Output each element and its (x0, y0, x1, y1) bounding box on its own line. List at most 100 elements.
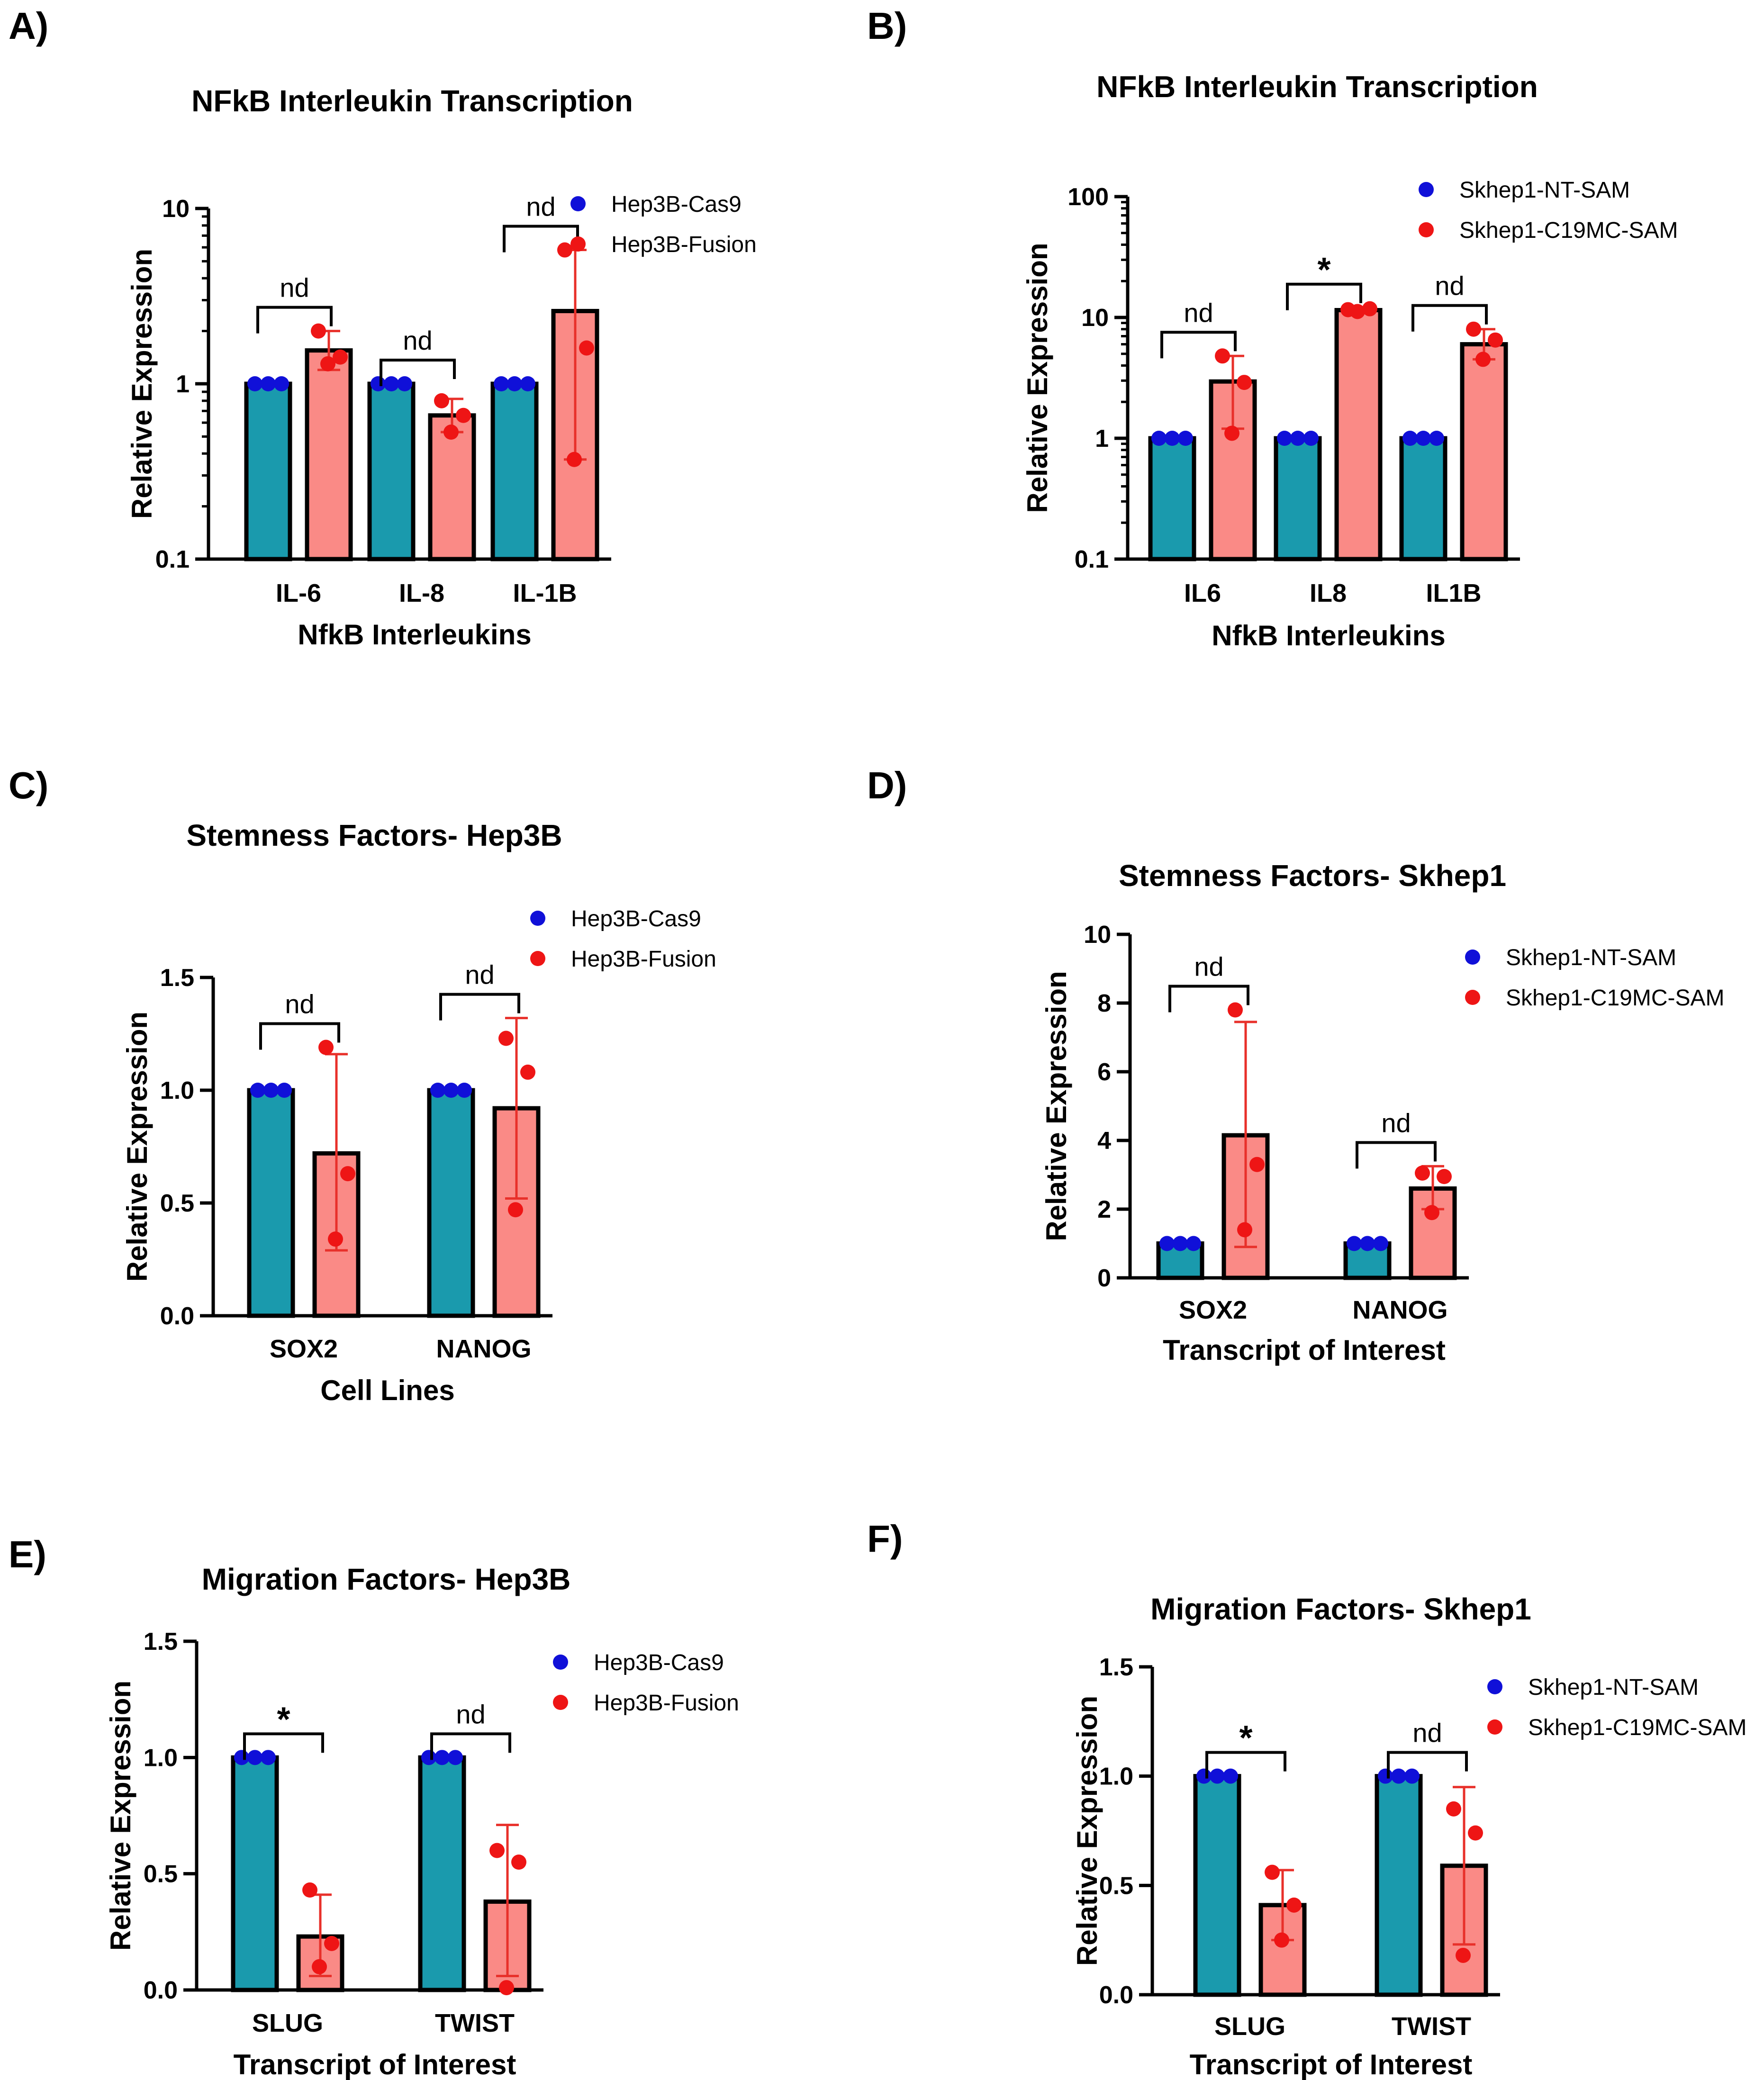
data-point (340, 1166, 355, 1182)
legend-marker (530, 911, 545, 926)
bar-control (490, 381, 539, 561)
bar-control (1399, 436, 1447, 561)
y-tick-label: 8 (1097, 990, 1111, 1017)
data-point (1303, 431, 1319, 446)
data-point (507, 376, 522, 391)
data-point (557, 242, 572, 258)
x-axis-label: NfkB Interleukins (1212, 620, 1445, 651)
significance-label: * (1317, 251, 1330, 289)
significance-bracket (430, 1732, 511, 1760)
bar-treatment (1460, 342, 1508, 561)
data-point (430, 1083, 445, 1098)
legend-label: Hep3B-Fusion (611, 232, 757, 257)
x-category-label: SOX2 (1179, 1296, 1247, 1324)
bar-control (247, 1088, 295, 1318)
legend-label: Hep3B-Cas9 (571, 906, 701, 931)
data-point (434, 393, 449, 408)
data-point (1224, 425, 1239, 441)
significance-label: * (277, 1700, 290, 1738)
data-point (1228, 1002, 1243, 1018)
significance-label: nd (280, 273, 309, 303)
data-point (247, 1750, 262, 1765)
y-tick-label: 1.5 (144, 1628, 178, 1655)
significance-label: nd (1412, 1718, 1442, 1748)
data-point (234, 1750, 249, 1765)
data-point (520, 376, 535, 391)
data-point (371, 376, 386, 391)
data-point (1277, 431, 1292, 446)
x-category-label: IL1B (1426, 579, 1481, 607)
data-point (261, 1750, 276, 1765)
data-point (320, 356, 335, 371)
legend-label: Hep3B-Fusion (594, 1691, 739, 1716)
y-axis-label: Relative Expression (1071, 1696, 1103, 1966)
data-point (1173, 1236, 1188, 1251)
x-category-label: IL-1B (513, 579, 577, 607)
legend-marker (1465, 950, 1480, 965)
data-point (277, 1083, 292, 1098)
y-tick-label: 10 (162, 195, 190, 223)
panel-letter: A) (9, 5, 48, 47)
legend-label: Hep3B-Cas9 (594, 1650, 724, 1675)
bar-control (1274, 436, 1322, 561)
data-point (499, 1980, 514, 1996)
data-point (263, 1083, 279, 1098)
x-category-label: SOX2 (270, 1335, 338, 1363)
bar-control (244, 381, 292, 561)
y-tick-label: 2 (1097, 1196, 1111, 1223)
y-tick-label: 0.0 (160, 1302, 194, 1330)
y-axis-label: Relative Expression (1040, 971, 1072, 1241)
data-point (1429, 431, 1444, 446)
x-category-label: IL6 (1184, 579, 1221, 607)
data-point (1210, 1768, 1225, 1784)
legend-marker (1419, 182, 1434, 197)
y-tick-label: 4 (1097, 1127, 1111, 1155)
significance-bracket (243, 1732, 324, 1760)
data-point (567, 452, 582, 467)
chart-panel-5: E) Migration Factors- Hep3B 0.0 0.5 1.0 1.5 Re… (9, 1533, 739, 2080)
bar-control (1148, 436, 1196, 561)
significance-bracket (1168, 985, 1249, 1013)
data-point (1165, 431, 1180, 446)
data-point (1249, 1157, 1265, 1172)
significance-label: nd (1381, 1108, 1411, 1138)
data-point (1404, 1768, 1420, 1784)
legend-marker (1465, 990, 1480, 1005)
y-tick-label: 0.5 (1099, 1872, 1133, 1899)
significance-bracket (503, 225, 579, 253)
data-point (1391, 1768, 1406, 1784)
data-point (311, 323, 326, 339)
data-point (261, 376, 276, 391)
data-point (1215, 348, 1230, 364)
data-point (434, 1750, 450, 1765)
significance-label: nd (1194, 952, 1223, 982)
data-point (302, 1882, 317, 1898)
y-tick-label: 0 (1097, 1265, 1111, 1292)
chart-title: NFkB Interleukin Transcription (1096, 70, 1538, 104)
panel-letter: B) (867, 5, 907, 47)
chart-title: Stemness Factors- Skhep1 (1119, 859, 1506, 893)
significance-label: nd (526, 192, 555, 222)
data-point (328, 1231, 343, 1247)
significance-label: nd (465, 960, 494, 990)
significance-label: nd (1435, 271, 1464, 301)
y-tick-label: 100 (1067, 183, 1109, 211)
significance-label: nd (285, 989, 314, 1019)
y-tick-label: 1 (176, 371, 190, 398)
legend-label: Skhep1-NT-SAM (1459, 178, 1630, 203)
x-axis-label: Transcript of Interest (1163, 1334, 1446, 1366)
y-tick-label: 10 (1081, 304, 1109, 332)
significance-bracket (1411, 304, 1488, 332)
y-tick-label: 1.0 (160, 1077, 194, 1104)
significance-label: nd (403, 326, 432, 355)
panel-letter: D) (867, 764, 907, 806)
data-point (1178, 431, 1193, 446)
data-point (318, 1040, 334, 1055)
significance-bracket (1286, 282, 1362, 310)
data-point (1274, 1932, 1289, 1948)
data-point (421, 1750, 436, 1765)
legend-label: Skhep1-C19MC-SAM (1459, 218, 1678, 243)
data-point (498, 1031, 514, 1046)
bar-treatment (1334, 308, 1383, 561)
